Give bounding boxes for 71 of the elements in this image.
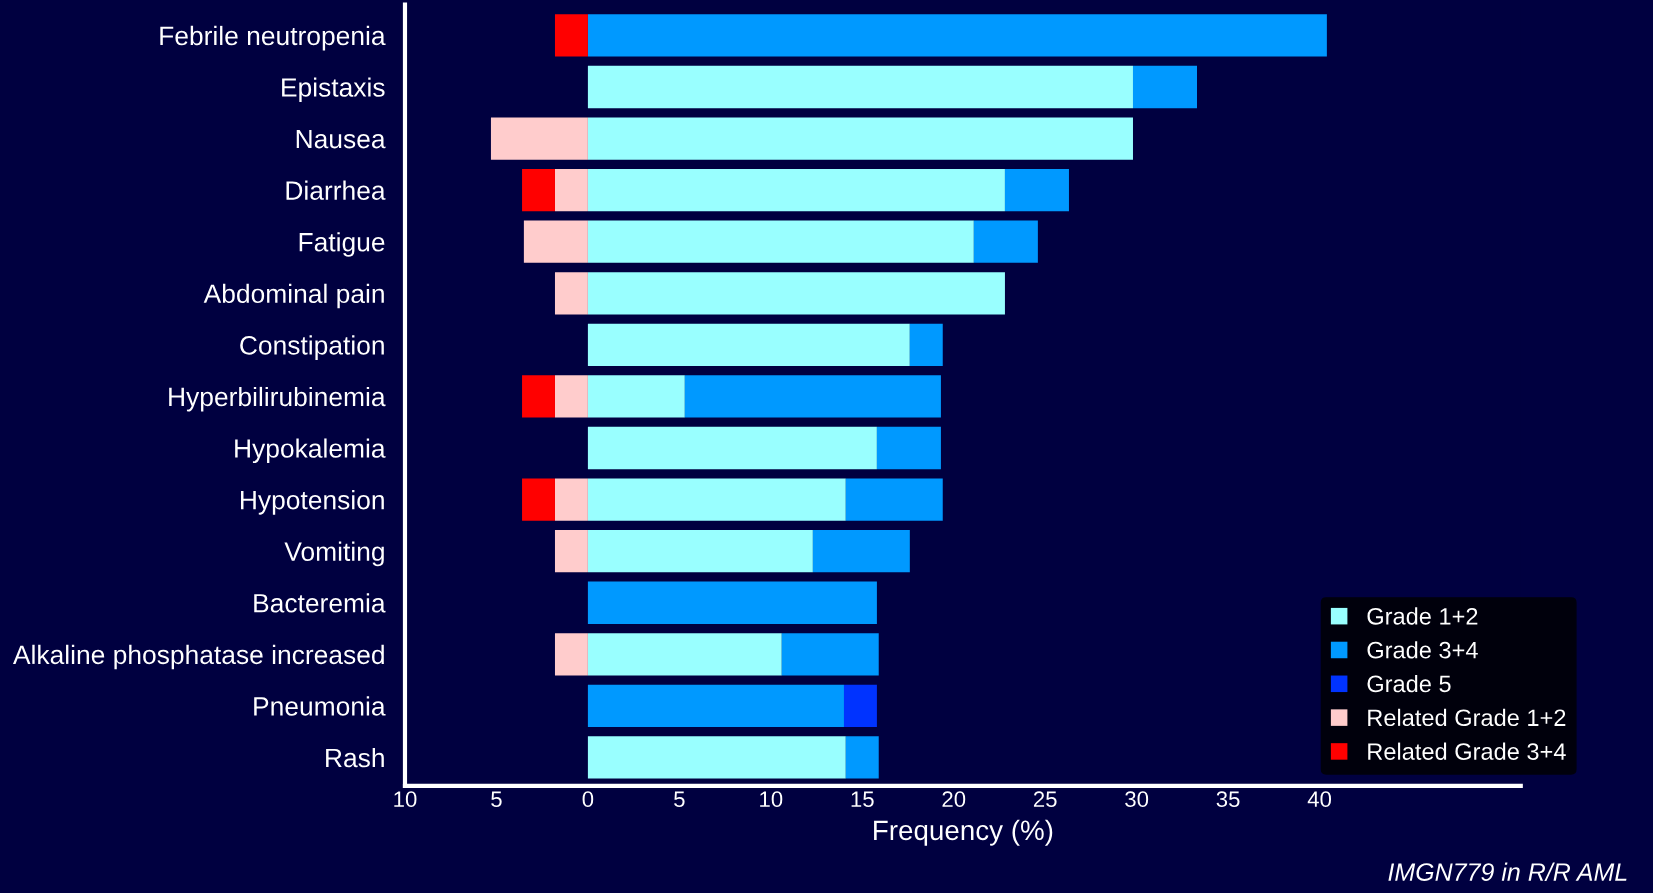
bar xyxy=(587,736,846,779)
y-tick-label: Febrile neutropenia xyxy=(160,25,386,51)
bar xyxy=(554,530,588,573)
y-tick-label: Rash xyxy=(326,747,384,768)
y-tick-label: Abdominal pain xyxy=(203,283,384,309)
bar xyxy=(587,65,1133,109)
y-tick-label: Bacteremia xyxy=(254,593,386,613)
bar xyxy=(587,633,782,676)
bar xyxy=(843,684,877,728)
bar xyxy=(1132,65,1197,109)
y-tick-label: Nausea xyxy=(296,129,386,149)
legend-label: Grade 3+4 xyxy=(1367,641,1478,659)
bar xyxy=(522,375,555,418)
y-tick-label: Diarrhea xyxy=(286,180,386,200)
y-tick-label: Hypokalemia xyxy=(235,438,386,464)
bar xyxy=(554,478,588,521)
x-tick-label: 5 xyxy=(674,791,685,808)
legend-label: Related Grade 3+4 xyxy=(1368,742,1566,760)
x-tick-label: 30 xyxy=(1125,791,1149,808)
bar xyxy=(587,272,1005,315)
x-tick-label: 10 xyxy=(760,791,783,808)
y-tick-label: Epistaxis xyxy=(282,77,385,103)
bar xyxy=(909,323,943,367)
bar xyxy=(684,375,941,418)
x-tick-label: 10 xyxy=(394,791,417,808)
y-tick-label: Hypotension xyxy=(241,490,384,515)
bar xyxy=(587,14,1327,57)
legend-label: Related Grade 1+2 xyxy=(1368,708,1566,727)
x-tick-label: 35 xyxy=(1216,791,1240,808)
bar xyxy=(587,478,846,521)
bar xyxy=(587,684,844,728)
bar xyxy=(876,426,941,470)
x-axis-title: Frequency (%) xyxy=(874,819,1053,846)
bar xyxy=(554,633,588,676)
bar xyxy=(587,323,910,367)
x-tick-label: 0 xyxy=(582,791,594,808)
bar xyxy=(587,220,974,263)
bar xyxy=(587,168,1005,212)
y-tick-label: Fatigue xyxy=(299,232,385,257)
legend-label: Grade 1+2 xyxy=(1367,607,1478,625)
y-tick-label: Hyperbilirubinemia xyxy=(169,386,386,412)
y-tick-label: Alkaline phosphatase increased xyxy=(12,644,384,670)
x-tick-label: 5 xyxy=(491,791,502,808)
bar xyxy=(1004,168,1069,212)
x-tick-label: 20 xyxy=(942,791,966,808)
bar xyxy=(587,426,877,470)
x-tick-label: 40 xyxy=(1307,791,1332,808)
bar xyxy=(781,633,879,676)
bar xyxy=(554,168,588,212)
legend-label: Grade 5 xyxy=(1367,674,1451,693)
bar xyxy=(973,220,1038,263)
bar xyxy=(554,14,588,57)
bar xyxy=(587,375,685,418)
y-tick-label: Constipation xyxy=(240,335,384,360)
bar xyxy=(587,117,1133,160)
bar xyxy=(522,478,555,521)
bar xyxy=(845,478,943,521)
bar xyxy=(554,272,588,315)
bar xyxy=(522,168,555,212)
bar xyxy=(812,530,910,573)
y-tick-label: Pneumonia xyxy=(254,696,386,716)
bar xyxy=(490,117,588,160)
bar xyxy=(845,736,879,779)
bar xyxy=(587,530,813,573)
bar xyxy=(523,220,588,263)
x-tick-label: 25 xyxy=(1033,791,1057,808)
text: IMGN779 in R/R AML xyxy=(1388,862,1627,881)
y-tick-label: Vomiting xyxy=(284,541,384,567)
bar xyxy=(554,375,588,418)
bar xyxy=(587,581,877,624)
x-tick-label: 15 xyxy=(851,791,874,808)
